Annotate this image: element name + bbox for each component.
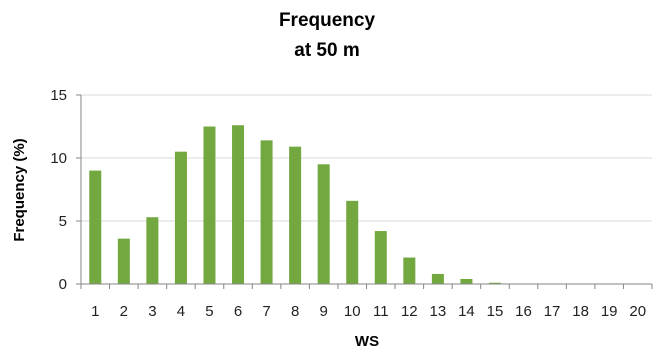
y-tick-label: 0 — [59, 276, 67, 293]
bar-2 — [117, 238, 130, 284]
x-tick-label: 8 — [291, 303, 299, 320]
x-tick-label: 5 — [205, 303, 213, 320]
x-tick-label: 13 — [430, 303, 447, 320]
y-tick-label: 10 — [50, 150, 67, 167]
x-tick-label: 3 — [148, 303, 156, 320]
bar-12 — [403, 257, 416, 284]
bar-11 — [374, 231, 387, 284]
x-tick-label: 15 — [487, 303, 504, 320]
x-tick-label: 7 — [262, 303, 270, 320]
x-tick-label: 2 — [120, 303, 128, 320]
x-tick-label: 10 — [344, 303, 361, 320]
bar-13 — [431, 273, 444, 284]
x-tick-label: 16 — [515, 303, 532, 320]
chart-title-line-2: at 50 m — [294, 40, 359, 61]
x-axis-title: WS — [355, 333, 379, 350]
bar-5 — [203, 126, 216, 284]
x-tick-label: 14 — [458, 303, 475, 320]
bar-7 — [260, 140, 273, 284]
bar-14 — [460, 278, 473, 284]
bar-8 — [289, 146, 302, 284]
x-tick-label: 18 — [572, 303, 589, 320]
bar-1 — [89, 170, 102, 284]
chart-title-line-1: Frequency — [279, 10, 376, 31]
x-tick-label: 6 — [234, 303, 242, 320]
x-tick-label: 1 — [91, 303, 99, 320]
y-axis-title: Frequency (%) — [11, 138, 28, 241]
bar-9 — [317, 164, 330, 284]
y-tick-label: 5 — [59, 213, 67, 230]
bar-6 — [232, 125, 245, 285]
bar-15 — [488, 282, 501, 284]
bar-3 — [146, 217, 159, 284]
gridlines — [81, 94, 652, 222]
y-tick-label: 15 — [50, 87, 67, 104]
x-tick-label: 4 — [177, 303, 185, 320]
bars — [89, 125, 501, 285]
x-tick-label: 17 — [544, 303, 561, 320]
axes — [76, 94, 653, 289]
x-tick-label: 19 — [601, 303, 618, 320]
x-tick-label: 12 — [401, 303, 418, 320]
bar-10 — [346, 200, 359, 284]
x-tick-label: 11 — [373, 303, 389, 320]
bar-4 — [174, 151, 187, 284]
x-tick-label: 20 — [629, 303, 646, 320]
x-tick-label: 9 — [320, 303, 328, 320]
